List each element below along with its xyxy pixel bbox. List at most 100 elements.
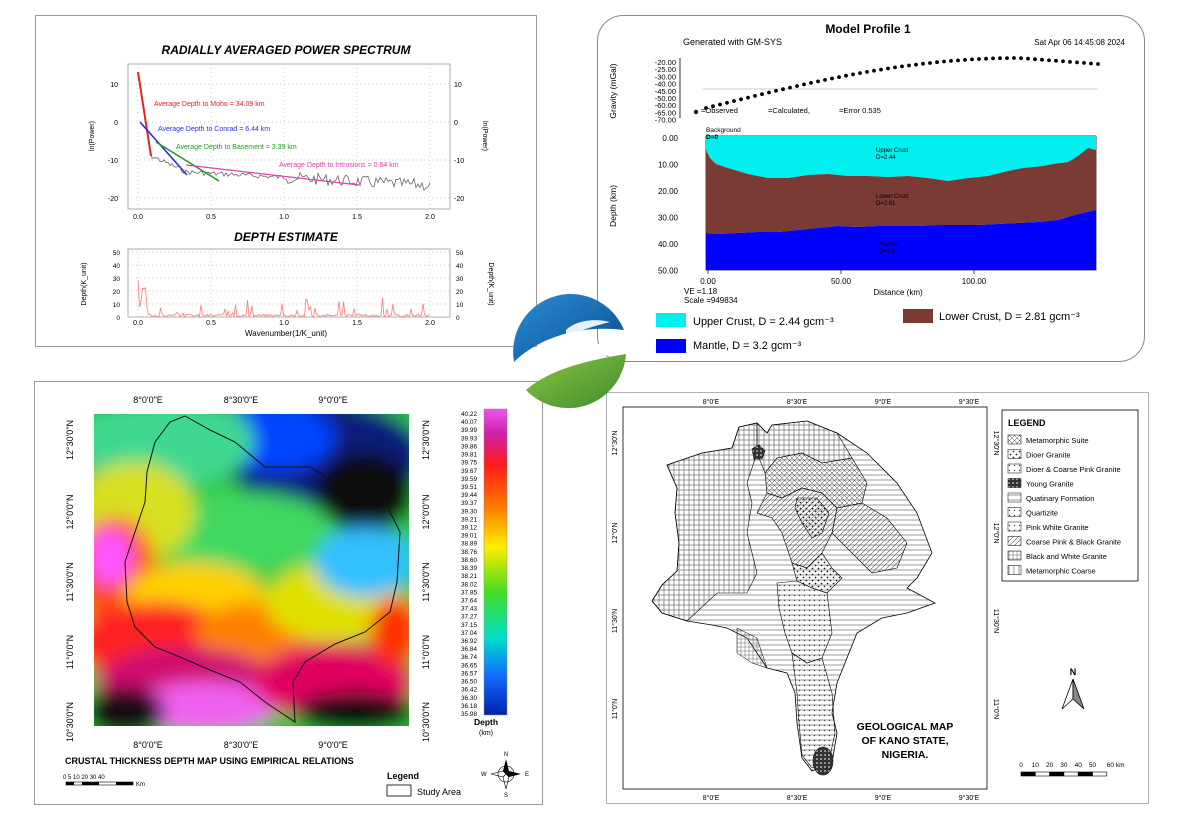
- spectrum-xtick: 2.0: [425, 214, 435, 221]
- depth-map-xtick-top: 8°30'0"E: [224, 395, 259, 405]
- observed-gravity-point: [900, 64, 904, 69]
- background-label: Background: [706, 127, 741, 134]
- observed-gravity-point: [1061, 59, 1065, 64]
- gravity-tick: -60.00: [655, 101, 676, 110]
- depth-map-ytick-right: 12°30'0"N: [421, 420, 431, 460]
- profile-timestamp: Sat Apr 06 14:45:08 2024: [1034, 38, 1125, 47]
- colorbar-value: 36.65: [461, 662, 477, 669]
- geo-legend-swatch: [1007, 565, 1022, 575]
- colorbar-value: 38.39: [461, 565, 477, 572]
- observed-gravity-point: [1005, 56, 1009, 60]
- observed-gravity-point: [837, 75, 841, 79]
- geo-legend-box: [1001, 409, 1139, 582]
- geo-legend-swatch: [1007, 463, 1022, 474]
- geo-ytick-right: 12°0'N: [992, 523, 1000, 544]
- geo-legend-swatch: [1007, 536, 1022, 546]
- spectrum-ylabel-left: ln(Power): [89, 121, 96, 151]
- lower-crust-density: D=2.81: [876, 201, 896, 207]
- colorbar-value: 37.64: [461, 597, 477, 604]
- geo-xtick-bottom: 8°0'E: [703, 794, 720, 802]
- colorbar-value: 36.50: [461, 679, 477, 686]
- depth-map-scale-unit: Km: [136, 782, 145, 788]
- observed-gravity-point: [1089, 61, 1093, 66]
- spectrum-ytick-left: 0: [114, 120, 118, 127]
- colorbar-value: 39.01: [461, 533, 477, 540]
- distance-tick: 50.00: [831, 277, 852, 286]
- observed-gravity-point: [970, 57, 974, 62]
- spectrum-ytick-right: -20: [454, 196, 464, 203]
- observed-gravity-point: [704, 106, 708, 110]
- geo-legend-item: Dioer & Coarse Pink Granite: [1026, 465, 1121, 474]
- geo-scale-tick: 30: [1060, 762, 1068, 769]
- depth-map-ytick-left: 12°30'0"N: [65, 420, 75, 460]
- model-profile-figure: Model Profile 1 Generated with GM-SYS Sa…: [608, 22, 1126, 353]
- fit-line-basement: [155, 141, 220, 182]
- gravity-tick: -70.00: [655, 116, 676, 125]
- geo-ytick-left: 11°0'N: [611, 699, 619, 719]
- annotation-intrusions: Average Depth to Intrusions = 0.64 km: [279, 162, 399, 169]
- geo-xtick-bottom: 8°30'E: [787, 794, 808, 802]
- colorbar-value: 38.21: [461, 573, 477, 580]
- crustal-depth-map-panel: 8°0'0"E 8°30'0"E 9°0'0"E 8°0'0"E 8°30'0"E 9°…: [34, 381, 543, 805]
- spectrum-title: RADIALLY AVERAGED POWER SPECTRUM: [162, 43, 412, 57]
- depth-ytick-right: 40: [456, 263, 464, 270]
- geo-ytick-left: 12°0'N: [611, 523, 619, 544]
- geo-scale-tick: 60 km: [1107, 762, 1125, 769]
- geo-xtick-top: 8°30'E: [787, 398, 808, 406]
- depth-map-ytick-left: 11°30'0"N: [65, 562, 75, 601]
- observed-gravity-point: [788, 85, 792, 90]
- observed-gravity-point: [1012, 56, 1016, 60]
- geo-scale-tick: 20: [1046, 762, 1054, 769]
- spectrum-xtick: 1.0: [279, 214, 289, 221]
- geo-legend-item: Quartizite: [1026, 509, 1058, 518]
- observed-gravity-point: [1026, 56, 1030, 61]
- depth-estimate-title: DEPTH ESTIMATE: [234, 230, 339, 244]
- colorbar-value: 37.15: [461, 622, 477, 629]
- depth-ytick-right: 20: [456, 289, 464, 296]
- lower-crust-body: [706, 148, 1096, 234]
- legend-observed: =Observed: [701, 106, 738, 115]
- kano-state-map: [651, 420, 936, 776]
- depth-map-raster: [94, 414, 409, 726]
- geo-legend-swatch: [1007, 507, 1022, 517]
- observed-gravity-point: [865, 70, 869, 74]
- spectrum-ytick-right: -10: [454, 158, 464, 165]
- annotation-basement: Average Depth to Basement = 3.39 km: [176, 144, 297, 151]
- observed-gravity-points: [704, 56, 1100, 110]
- observed-gravity-point: [858, 71, 862, 75]
- geo-legend-item: Young Granite: [1026, 480, 1074, 489]
- geo-legend-item: Metamorphic Coarse: [1026, 567, 1096, 576]
- observed-gravity-point: [739, 97, 743, 102]
- colorbar-value: 39.67: [461, 468, 477, 475]
- gravity-tick: -30.00: [655, 72, 676, 81]
- gravity-tick: -65.00: [655, 108, 676, 117]
- observed-gravity-point: [1033, 57, 1037, 62]
- depth-xtick: 0.0: [133, 320, 143, 327]
- crustal-depth-map-figure: 8°0'0"E 8°30'0"E 9°0'0"E 8°0'0"E 8°30'0"E 9°…: [63, 395, 529, 799]
- colorbar-value: 35.98: [461, 711, 477, 718]
- depth-colorbar: [483, 408, 508, 716]
- compass-rose-icon: [490, 759, 521, 790]
- observed-gravity-point: [1096, 62, 1100, 66]
- geo-ytick-right: 12°30'N: [992, 431, 1000, 456]
- legend-mantle: Mantle, D = 3.2 gcm⁻³: [693, 340, 802, 352]
- depth-axis-label: Depth (km): [608, 185, 618, 227]
- observed-gravity-point: [851, 72, 855, 77]
- colorbar-value: 36.57: [461, 670, 477, 677]
- geo-scale-tick: 10: [1032, 762, 1040, 769]
- fit-line-moho: [137, 71, 152, 157]
- observed-gravity-point: [998, 56, 1002, 61]
- observed-gravity-point: [725, 100, 729, 105]
- depth-tick: 10.00: [658, 161, 679, 170]
- observed-gravity-point: [914, 62, 918, 67]
- colorbar-value: 39.21: [461, 516, 477, 523]
- depth-ytick-left: 30: [113, 276, 121, 283]
- colorbar-value: 37.27: [461, 614, 477, 621]
- legend-swatch-upper: [656, 313, 686, 327]
- legend-lower: Lower Crust, D = 2.81 gcm⁻³: [939, 311, 1080, 323]
- annotation-conrad: Average Depth to Conrad = 6.44 km: [158, 126, 270, 133]
- geo-scale-tick: 50: [1089, 762, 1097, 769]
- study-area-swatch: [386, 784, 412, 797]
- journal-logo-icon: [513, 293, 626, 409]
- observed-gravity-point: [984, 56, 988, 61]
